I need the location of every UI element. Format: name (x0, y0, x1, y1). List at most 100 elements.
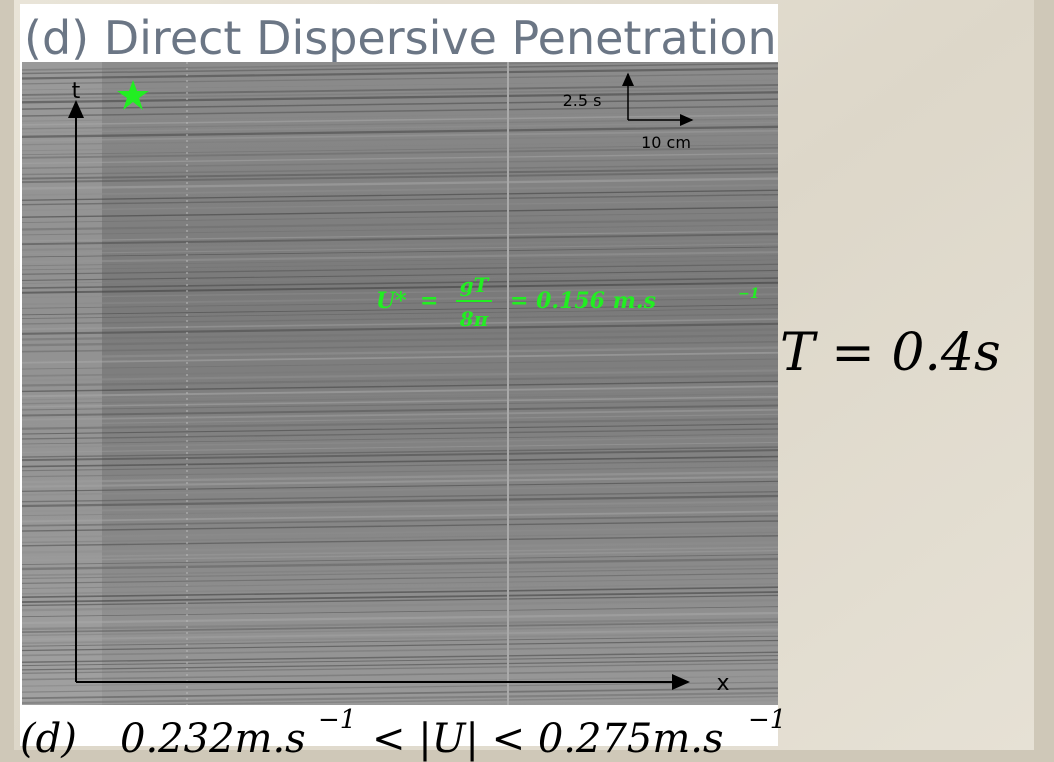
image-stripe (22, 480, 778, 492)
image-stripe (22, 635, 778, 647)
image-stripe (22, 230, 778, 242)
image-stripe (22, 505, 778, 517)
image-stripe (22, 105, 778, 117)
image-stripe (22, 484, 778, 496)
image-stripe (22, 272, 778, 284)
image-stripe (22, 286, 778, 299)
image-stripe (69, 695, 778, 705)
image-stripe (22, 628, 778, 641)
image-stripe (22, 238, 778, 252)
image-stripe (22, 417, 778, 430)
caption-middle: < |U| < 0.275m.s (372, 716, 724, 762)
image-stripe (22, 140, 778, 152)
image-stripe (22, 423, 778, 435)
image-stripe (22, 611, 778, 625)
image-stripe (22, 428, 778, 440)
image-stripe (22, 455, 778, 468)
image-stripe (22, 395, 778, 408)
image-stripe (22, 233, 778, 246)
image-stripe (22, 632, 778, 645)
image-stripe (22, 446, 778, 458)
formula-eq: = (420, 288, 438, 314)
image-stripe (22, 520, 778, 532)
image-stripe (22, 328, 778, 341)
image-stripe (22, 531, 778, 544)
image-stripe (22, 351, 778, 364)
image-stripe (22, 98, 778, 110)
star (117, 80, 149, 110)
image-stripe (22, 494, 778, 508)
image-stripe (22, 404, 778, 417)
image-stripe (22, 318, 778, 330)
side-label: T = 0.4s (780, 323, 1001, 383)
image-stripe (22, 659, 778, 671)
image-stripe (22, 380, 778, 393)
formula: U* = gT 8π = 0.156 m.s −1 (376, 273, 759, 331)
image-stripe (22, 541, 778, 554)
image-stripe (22, 651, 778, 663)
image-stripe (22, 193, 778, 206)
image-stripe (22, 263, 778, 275)
image-stripe (22, 606, 778, 618)
image-stripe (22, 369, 778, 382)
image-stripe (22, 281, 778, 294)
image-stripe (22, 577, 778, 590)
image-stripe (22, 567, 778, 580)
image-stripe (22, 243, 778, 255)
image-stripe (22, 564, 778, 577)
image-stripe (22, 594, 778, 607)
image-stripe (22, 599, 778, 612)
image-stripe (22, 399, 778, 411)
image-stripe (22, 466, 778, 478)
image-stripe (22, 62, 692, 71)
image-stripe (22, 171, 778, 184)
image-stripe (22, 662, 778, 674)
x-label: x (716, 671, 729, 696)
image-stripe (22, 304, 778, 316)
image-stripe (22, 385, 778, 398)
image-stripe (22, 433, 778, 445)
image-stripe (22, 91, 778, 104)
image-stripe (22, 110, 778, 122)
image-stripe (22, 293, 778, 306)
image-stripe (22, 413, 778, 425)
image-stripe (22, 681, 778, 693)
image-stripe (22, 67, 778, 80)
image-stripe (22, 624, 778, 637)
image-stripe (22, 152, 778, 165)
caption-lower: 0.232m.s (120, 716, 306, 762)
image-stripe (22, 189, 778, 201)
image-stripe (22, 583, 778, 595)
scale-length: 10 cm (641, 133, 691, 152)
image-stripe (22, 322, 778, 335)
image-stripe (22, 549, 778, 562)
image-stripe (22, 668, 778, 681)
image-stripe (22, 408, 778, 421)
image-stripe (22, 269, 778, 281)
image-stripe (22, 460, 778, 472)
image-stripe (22, 436, 778, 448)
image-stripe (22, 535, 778, 547)
image-stripe (22, 255, 778, 267)
formula-rhs: = 0.156 m.s (510, 288, 656, 314)
image-stripe (22, 334, 778, 347)
image-stripe (22, 184, 778, 196)
image-stripe (22, 500, 778, 513)
image-stripe (22, 177, 778, 190)
caption-upper-exp: −1 (748, 705, 786, 735)
image-stripe (22, 526, 778, 539)
image-stripe (22, 644, 778, 657)
image-stripe (22, 134, 778, 146)
image-stripe (22, 475, 778, 488)
image-stripe (22, 277, 778, 289)
image-stripe (22, 389, 778, 401)
image-stripe (22, 691, 778, 705)
image-stripe (22, 617, 778, 631)
caption-label: (d) (20, 716, 77, 762)
caption: (d) 0.232m.s −1 < |U| < 0.275m.s −1 (20, 705, 786, 762)
image-stripe (22, 687, 778, 700)
image-stripe (22, 374, 778, 387)
image-stripe (22, 79, 778, 91)
image-stripe (22, 87, 778, 100)
image-stripe (22, 491, 778, 503)
